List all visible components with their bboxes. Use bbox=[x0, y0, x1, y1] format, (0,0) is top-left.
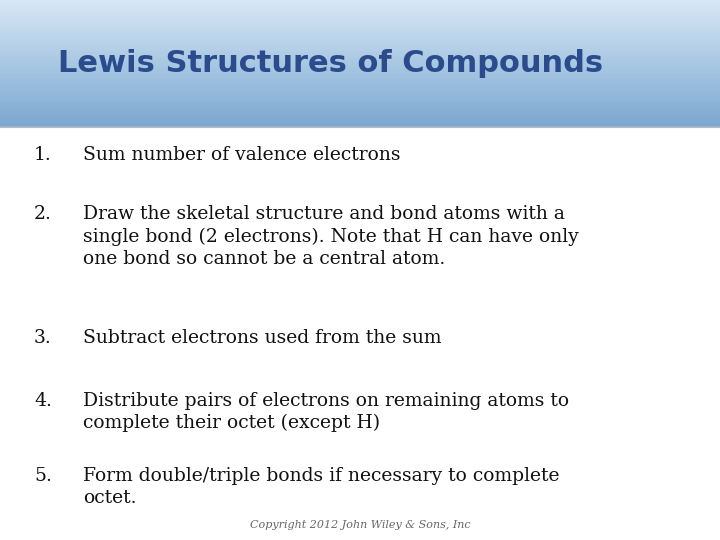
Bar bbox=[0, 66, 720, 68]
Text: Form double/triple bonds if necessary to complete
octet.: Form double/triple bonds if necessary to… bbox=[83, 467, 559, 507]
Bar bbox=[0, 93, 720, 95]
Bar bbox=[0, 122, 720, 124]
Bar bbox=[0, 46, 720, 48]
Bar bbox=[0, 24, 720, 25]
Bar bbox=[0, 22, 720, 24]
Bar bbox=[0, 21, 720, 22]
Bar bbox=[0, 3, 720, 5]
Bar bbox=[0, 60, 720, 62]
Bar bbox=[0, 98, 720, 100]
Bar bbox=[0, 59, 720, 60]
Text: 4.: 4. bbox=[34, 392, 52, 409]
Bar bbox=[0, 25, 720, 27]
Bar bbox=[0, 97, 720, 98]
Text: Draw the skeletal structure and bond atoms with a
single bond (2 electrons). Not: Draw the skeletal structure and bond ato… bbox=[83, 205, 579, 268]
Bar bbox=[0, 106, 720, 108]
Bar bbox=[0, 44, 720, 46]
Bar bbox=[0, 2, 720, 3]
Text: 1.: 1. bbox=[34, 146, 52, 164]
Bar bbox=[0, 68, 720, 70]
Bar bbox=[0, 65, 720, 66]
Bar bbox=[0, 0, 720, 2]
Bar bbox=[0, 11, 720, 13]
Bar bbox=[0, 30, 720, 32]
Bar bbox=[0, 14, 720, 16]
Bar bbox=[0, 19, 720, 21]
Bar bbox=[0, 16, 720, 17]
Bar bbox=[0, 79, 720, 81]
Text: Lewis Structures of Compounds: Lewis Structures of Compounds bbox=[58, 49, 603, 78]
Bar bbox=[0, 62, 720, 64]
Bar bbox=[0, 110, 720, 111]
Bar bbox=[0, 73, 720, 75]
Bar bbox=[0, 41, 720, 43]
Bar bbox=[0, 27, 720, 29]
Bar bbox=[0, 84, 720, 86]
Bar bbox=[0, 43, 720, 44]
Text: Copyright 2012 John Wiley & Sons, Inc: Copyright 2012 John Wiley & Sons, Inc bbox=[250, 520, 470, 530]
Bar bbox=[0, 100, 720, 102]
Bar bbox=[0, 71, 720, 73]
Text: 5.: 5. bbox=[34, 467, 52, 485]
Bar bbox=[0, 8, 720, 10]
Bar bbox=[0, 37, 720, 38]
Bar bbox=[0, 70, 720, 71]
Text: Sum number of valence electrons: Sum number of valence electrons bbox=[83, 146, 400, 164]
Bar bbox=[0, 116, 720, 117]
Text: 3.: 3. bbox=[34, 329, 52, 347]
Bar bbox=[0, 78, 720, 79]
Bar bbox=[0, 35, 720, 37]
Bar bbox=[0, 119, 720, 120]
Bar bbox=[0, 17, 720, 19]
Bar bbox=[0, 54, 720, 56]
Bar bbox=[0, 5, 720, 6]
Bar bbox=[0, 83, 720, 84]
Bar bbox=[0, 38, 720, 39]
Bar bbox=[0, 114, 720, 116]
Bar bbox=[0, 102, 720, 103]
Bar bbox=[0, 76, 720, 78]
Bar bbox=[0, 10, 720, 11]
Bar bbox=[0, 127, 720, 540]
Text: 2.: 2. bbox=[34, 205, 52, 223]
Bar bbox=[0, 87, 720, 89]
Bar bbox=[0, 56, 720, 57]
Bar bbox=[0, 113, 720, 114]
Bar bbox=[0, 111, 720, 113]
Bar bbox=[0, 124, 720, 125]
Bar bbox=[0, 39, 720, 41]
Bar bbox=[0, 48, 720, 49]
Bar bbox=[0, 108, 720, 110]
Bar bbox=[0, 13, 720, 14]
Bar bbox=[0, 6, 720, 8]
Bar bbox=[0, 125, 720, 127]
Bar bbox=[0, 103, 720, 105]
Bar bbox=[0, 29, 720, 30]
Bar bbox=[0, 120, 720, 122]
Bar bbox=[0, 117, 720, 119]
Bar bbox=[0, 89, 720, 90]
Bar bbox=[0, 32, 720, 33]
Bar bbox=[0, 105, 720, 106]
Bar bbox=[0, 33, 720, 35]
Bar bbox=[0, 86, 720, 87]
Text: Distribute pairs of electrons on remaining atoms to
complete their octet (except: Distribute pairs of electrons on remaini… bbox=[83, 392, 569, 432]
Bar bbox=[0, 95, 720, 97]
Bar bbox=[0, 52, 720, 54]
Bar bbox=[0, 51, 720, 52]
Bar bbox=[0, 49, 720, 51]
Bar bbox=[0, 92, 720, 93]
Bar bbox=[0, 90, 720, 92]
Bar bbox=[0, 75, 720, 76]
Bar bbox=[0, 64, 720, 65]
Bar bbox=[0, 81, 720, 83]
Text: Subtract electrons used from the sum: Subtract electrons used from the sum bbox=[83, 329, 441, 347]
Bar bbox=[0, 57, 720, 59]
